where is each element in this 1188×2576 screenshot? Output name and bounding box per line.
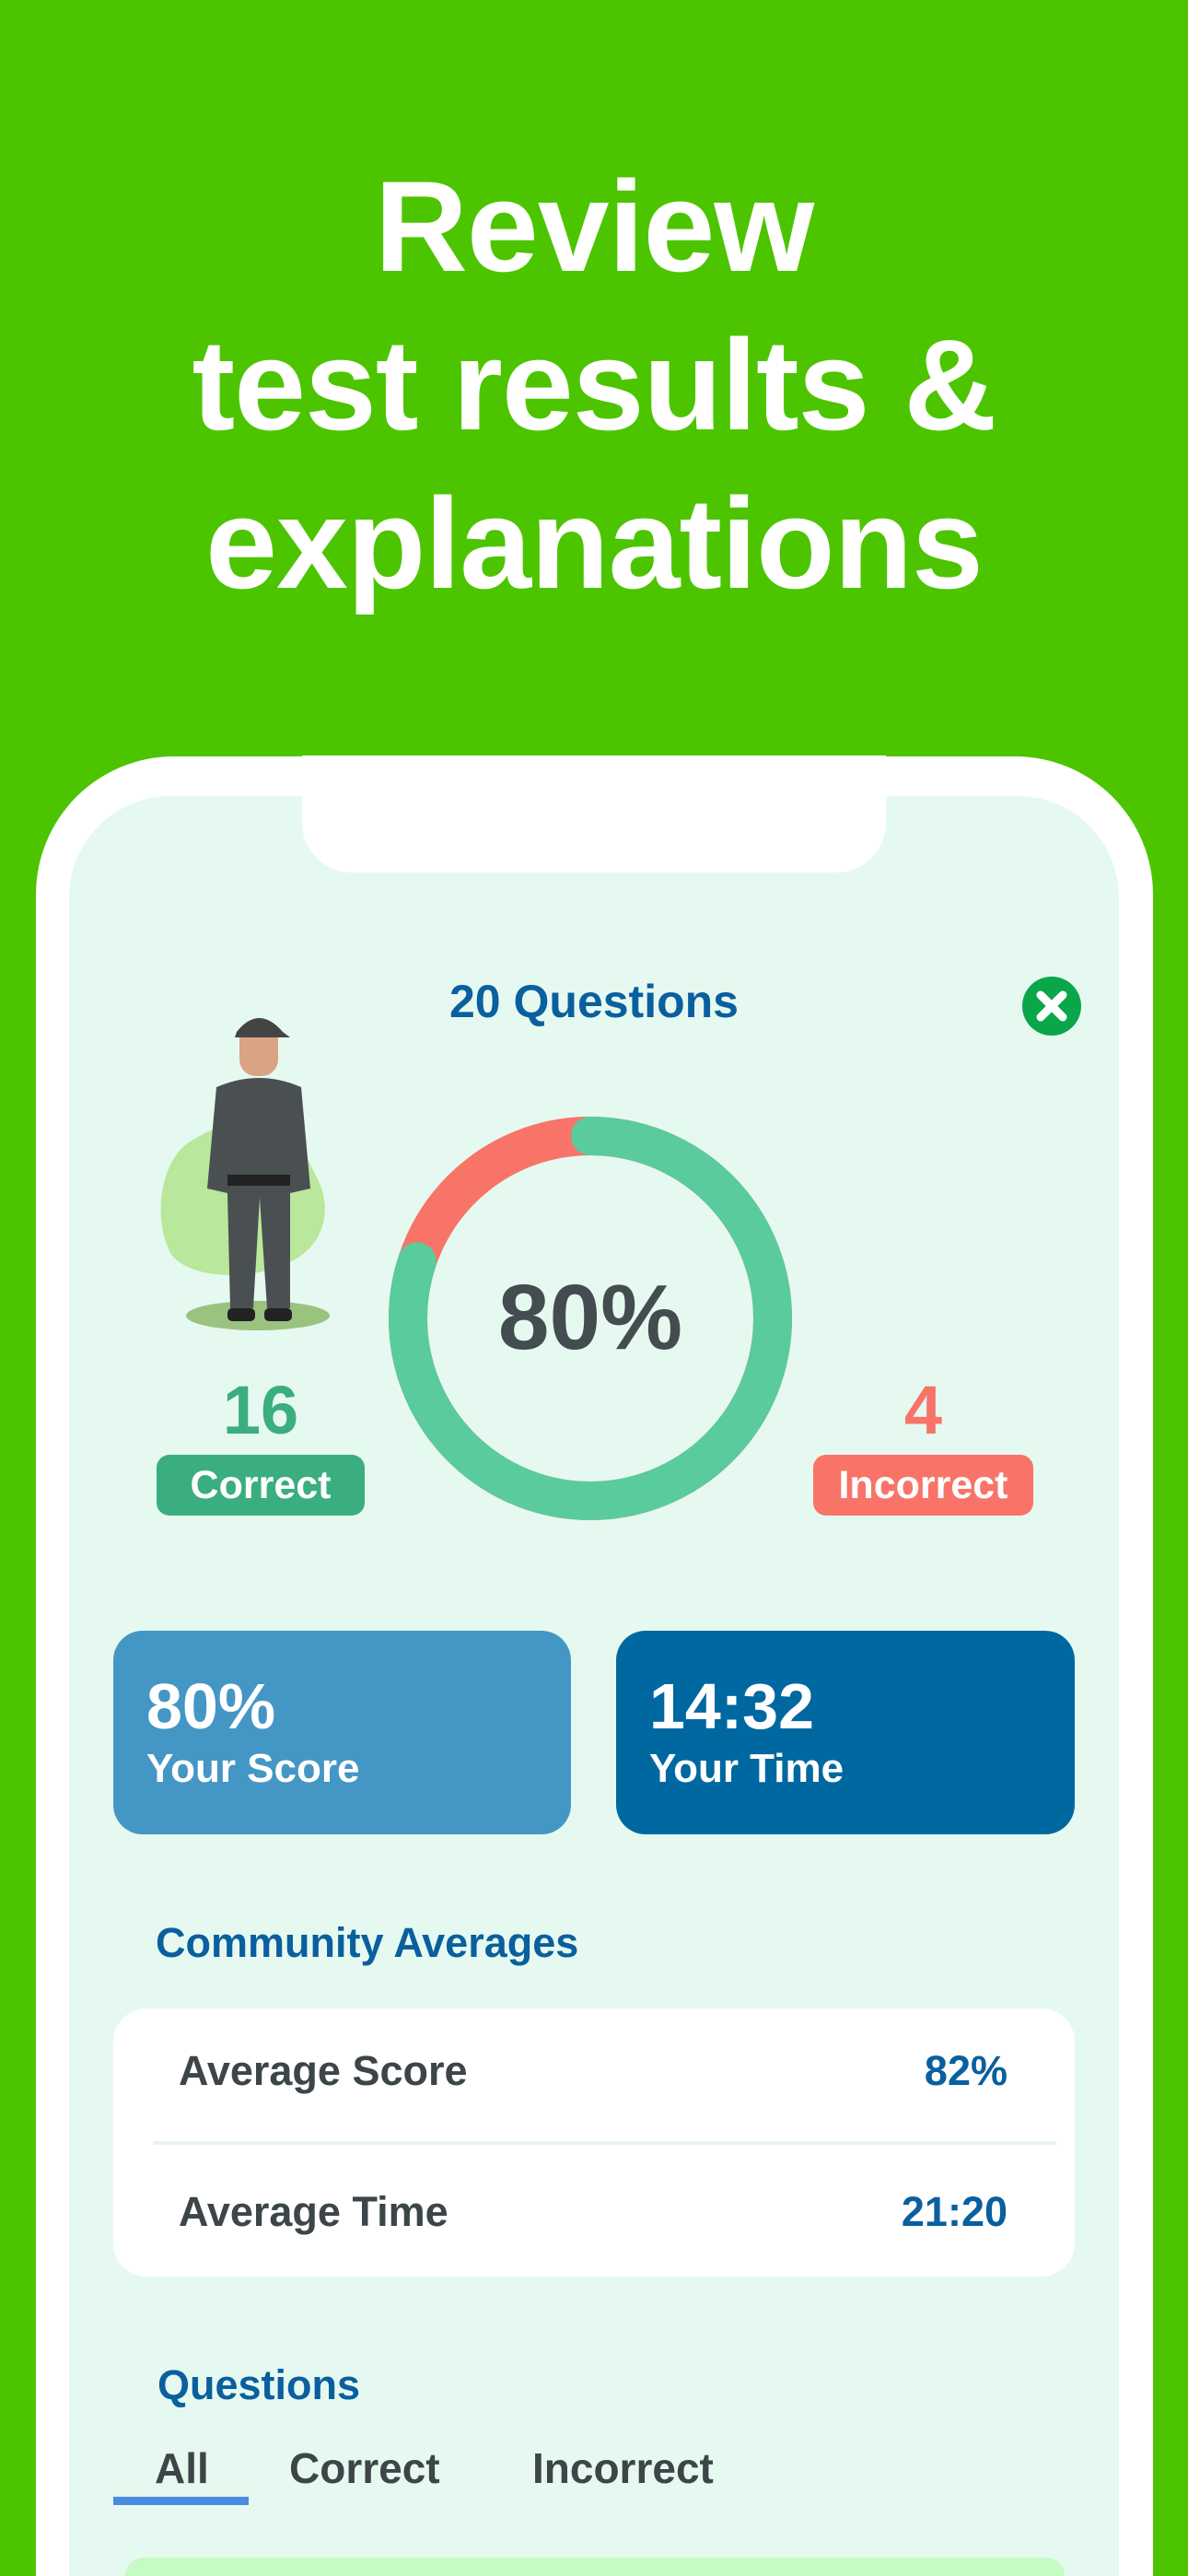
your-score-value: 80% <box>146 1670 276 1742</box>
tab-correct[interactable]: Correct <box>289 2444 440 2492</box>
average-score-value: 82% <box>924 2047 1007 2094</box>
divider <box>153 2141 1056 2145</box>
correct-count: 16 <box>222 1372 299 1448</box>
your-score-card: 80% Your Score <box>113 1631 571 1834</box>
score-percent: 80% <box>497 1266 683 1369</box>
close-button[interactable] <box>1022 977 1081 1036</box>
questions-count-title: 20 Questions <box>449 976 739 1027</box>
average-time-value: 21:20 <box>901 2188 1007 2235</box>
donut-correct-segment <box>389 1117 792 1520</box>
incorrect-badge: Incorrect <box>813 1455 1033 1516</box>
average-score-label: Average Score <box>179 2047 468 2094</box>
average-score-row: Average Score 82% <box>179 2043 1007 2099</box>
mascot-worker-illustration <box>160 1018 330 1330</box>
active-tab-underline <box>113 2497 249 2505</box>
community-averages-title: Community Averages <box>156 1919 579 1966</box>
question-list-item[interactable] <box>125 2558 1065 2576</box>
headline-line-1: Review <box>374 154 814 299</box>
your-time-value: 14:32 <box>649 1670 815 1742</box>
correct-badge: Correct <box>157 1455 365 1516</box>
questions-section-title: Questions <box>157 2361 361 2408</box>
your-time-label: Your Time <box>649 1746 844 1791</box>
your-score-label: Your Score <box>146 1746 360 1791</box>
average-time-row: Average Time 21:20 <box>179 2184 1007 2240</box>
tab-incorrect[interactable]: Incorrect <box>532 2444 714 2492</box>
tab-all[interactable]: All <box>155 2444 209 2492</box>
your-time-card: 14:32 Your Time <box>616 1631 1075 1834</box>
headline-line-3: explanations <box>205 471 984 615</box>
headline-line-2: test results & <box>192 312 997 457</box>
community-averages-card: Average Score 82% Average Time 21:20 <box>113 2008 1075 2277</box>
headline: Review test results & explanations <box>0 147 1188 623</box>
average-time-label: Average Time <box>179 2188 448 2235</box>
incorrect-count: 4 <box>903 1372 943 1448</box>
close-icon <box>1036 990 1067 1022</box>
score-donut <box>389 1117 792 1520</box>
phone-notch <box>302 755 886 872</box>
